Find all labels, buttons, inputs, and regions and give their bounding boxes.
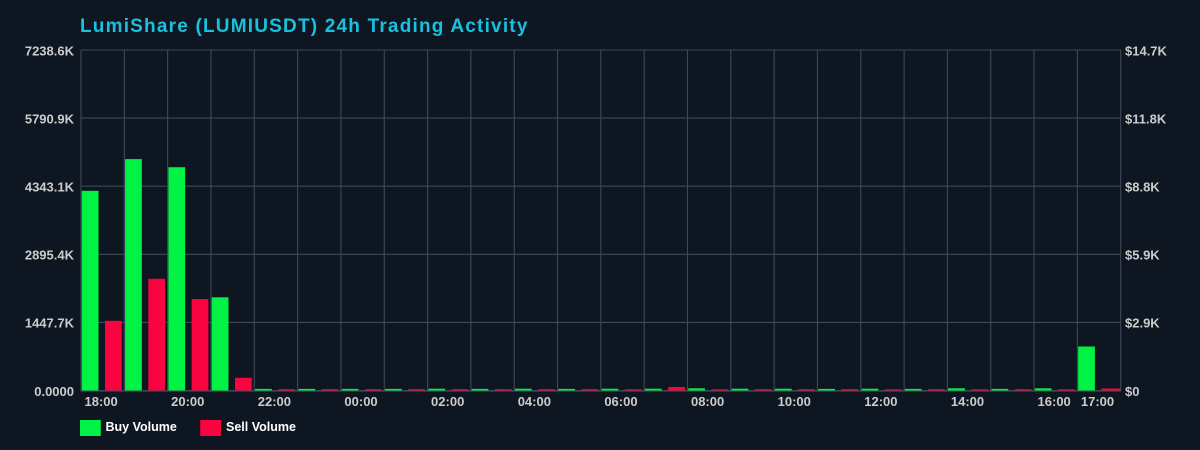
svg-text:18:00: 18:00 [84,394,117,409]
svg-text:00:00: 00:00 [344,394,377,409]
svg-text:14:00: 14:00 [951,394,984,409]
svg-text:0.0000: 0.0000 [34,384,74,399]
svg-text:12:00: 12:00 [864,394,897,409]
svg-text:02:00: 02:00 [431,394,464,409]
svg-text:16:00: 16:00 [1038,394,1071,409]
svg-text:17:00: 17:00 [1081,394,1114,409]
svg-text:$14.7K: $14.7K [1125,43,1168,58]
svg-text:$5.9K: $5.9K [1125,248,1160,263]
svg-text:7238.6K: 7238.6K [25,43,75,58]
svg-text:$8.8K: $8.8K [1125,180,1160,195]
svg-text:04:00: 04:00 [518,394,551,409]
svg-text:1447.7K: 1447.7K [25,316,75,331]
svg-text:08:00: 08:00 [691,394,724,409]
svg-text:4343.1K: 4343.1K [25,180,75,195]
svg-text:LumiShare (LUMIUSDT) 24h Tradi: LumiShare (LUMIUSDT) 24h Trading Activit… [80,16,529,37]
svg-text:Buy Volume: Buy Volume [106,420,177,434]
svg-text:5790.9K: 5790.9K [25,111,75,126]
svg-text:Sell Volume: Sell Volume [226,420,296,434]
svg-text:$0: $0 [1125,384,1139,399]
svg-text:06:00: 06:00 [604,394,637,409]
svg-text:22:00: 22:00 [258,394,291,409]
svg-text:20:00: 20:00 [171,394,204,409]
svg-text:10:00: 10:00 [778,394,811,409]
svg-text:$11.8K: $11.8K [1125,111,1167,126]
svg-text:2895.4K: 2895.4K [25,248,75,263]
svg-text:$2.9K: $2.9K [1125,316,1160,331]
